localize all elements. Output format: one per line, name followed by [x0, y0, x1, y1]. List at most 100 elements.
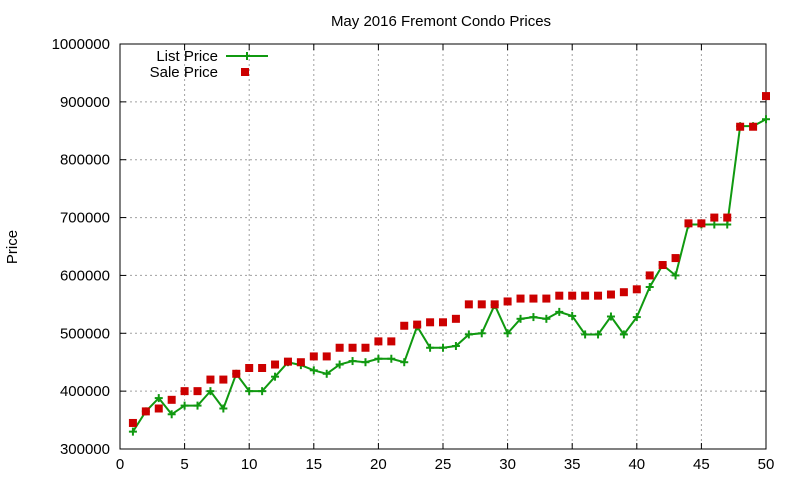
list-price-point	[645, 283, 654, 291]
sale-price-point	[606, 290, 615, 299]
list-price-point	[671, 271, 680, 280]
list-price-point	[374, 354, 383, 363]
y-tick-label: 400000	[60, 383, 110, 400]
y-tick-label: 600000	[60, 267, 110, 284]
y-tick-label: 300000	[60, 441, 110, 458]
axes: 0 5 10 15 20 25 30 35 40 45 50 300000 400000 500000 60…	[52, 36, 775, 473]
list-price-point	[258, 387, 267, 396]
sale-price-point	[154, 404, 163, 413]
list-price-point	[503, 329, 512, 338]
list-price-point	[581, 330, 590, 339]
x-tick-label: 35	[564, 456, 581, 473]
sale-price-legend-label: Sale Price	[150, 64, 218, 81]
list-price-legend-label: List Price	[156, 48, 218, 65]
sale-price-point	[219, 375, 228, 384]
sale-price-point	[387, 337, 396, 346]
x-tick-label: 50	[758, 456, 775, 473]
sale-price-point	[568, 291, 577, 300]
list-price-point	[348, 357, 357, 366]
list-price-point	[568, 311, 577, 320]
list-price-point	[451, 342, 460, 351]
list-price-point	[439, 343, 447, 352]
list-price-point	[128, 427, 137, 436]
sale-price-point	[736, 122, 745, 131]
sale-price-point	[322, 352, 331, 361]
x-tick-label: 15	[305, 456, 322, 473]
sale-price-point	[128, 418, 137, 427]
sale-price-point	[271, 360, 280, 369]
list-price-point	[762, 115, 770, 124]
y-tick-label: 700000	[60, 210, 110, 227]
sale-price-point	[180, 387, 189, 396]
x-tick-label: 40	[628, 456, 645, 473]
sale-price-point	[193, 387, 202, 396]
y-axis-label: Price	[4, 230, 21, 264]
sale-price-point	[439, 318, 447, 327]
sale-price-point	[632, 285, 641, 294]
sale-price-point	[594, 291, 603, 300]
list-price-point	[723, 220, 732, 229]
list-price-point	[529, 313, 538, 322]
y-tick-label: 800000	[60, 152, 110, 169]
x-tick-label: 0	[116, 456, 124, 473]
list-price-point	[361, 358, 370, 367]
sale-price-point	[555, 291, 564, 300]
sale-price-point	[697, 219, 706, 228]
sale-price-point	[542, 294, 551, 303]
list-price-point	[594, 330, 603, 339]
x-tick-label: 5	[180, 456, 188, 473]
list-price-point	[322, 369, 331, 378]
sale-price-point	[141, 407, 150, 416]
list-price-point	[542, 314, 551, 323]
list-price-point	[271, 372, 280, 381]
sale-price-point	[749, 122, 758, 131]
y-tick-label: 500000	[60, 325, 110, 342]
sale-price-point	[258, 364, 267, 372]
list-price-point	[335, 360, 344, 369]
sale-price-point	[503, 297, 512, 306]
sale-price-point	[684, 219, 693, 228]
list-price-point	[180, 401, 189, 410]
sale-price-point	[335, 343, 344, 352]
sale-price-point	[464, 300, 473, 309]
x-tick-label: 30	[499, 456, 516, 473]
x-tick-label: 10	[241, 456, 258, 473]
sale-price-point	[581, 291, 590, 300]
sale-price-point	[245, 364, 254, 372]
plot-area	[128, 92, 770, 436]
sale-price-point	[671, 254, 680, 263]
list-price-point	[477, 329, 486, 338]
list-price-point	[555, 307, 564, 316]
list-price-point	[606, 312, 615, 321]
list-price-point	[400, 358, 409, 367]
sale-price-point	[232, 369, 241, 378]
sale-price-point	[451, 314, 460, 323]
sale-price-point	[490, 300, 499, 309]
sale-price-point	[348, 343, 357, 352]
list-price-point	[464, 330, 473, 339]
sale-price-point	[477, 300, 486, 309]
list-price-point	[206, 387, 215, 396]
sale-price-point	[296, 358, 305, 367]
y-tick-label: 900000	[60, 94, 110, 111]
sale-price-point	[723, 213, 732, 222]
list-price-point	[193, 401, 202, 410]
sale-price-point	[426, 318, 435, 327]
list-price-point	[516, 314, 525, 323]
chart-title: May 2016 Fremont Condo Prices	[331, 13, 551, 30]
sale-price-point	[167, 395, 176, 404]
sale-price-point	[361, 343, 370, 352]
sale-price-point	[206, 375, 215, 384]
list-price-point	[167, 410, 176, 419]
list-price-point	[309, 366, 318, 375]
x-tick-label: 45	[693, 456, 710, 473]
list-price-point	[245, 387, 254, 396]
sale-price-point	[516, 294, 525, 303]
x-tick-label: 25	[435, 456, 452, 473]
sale-price-point	[309, 352, 318, 361]
sale-price-point	[762, 92, 770, 101]
list-price-point	[387, 354, 396, 363]
x-tick-label: 20	[370, 456, 387, 473]
